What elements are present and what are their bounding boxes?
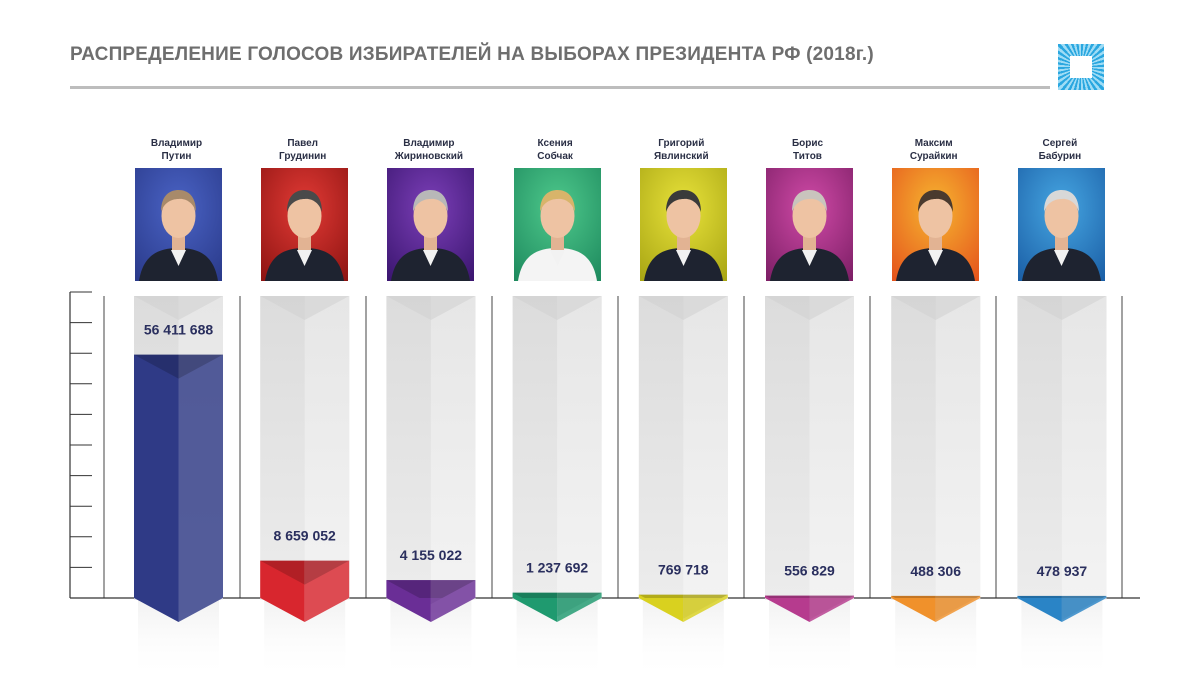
column-track-cap	[765, 296, 854, 320]
bar	[134, 354, 179, 598]
portrait-grudinin-icon	[261, 168, 349, 281]
bar	[386, 580, 431, 598]
bar-right-face	[557, 592, 602, 598]
bar-arrow-left	[638, 598, 684, 622]
candidate-name: Максим Сурайкин	[879, 137, 989, 163]
column-track-highlight	[557, 296, 602, 600]
candidate-name: Владимир Путин	[122, 137, 232, 163]
column-track-cap	[386, 296, 476, 320]
candidate-name: Владимир Жириновский	[374, 137, 484, 163]
bar-arrow-right	[430, 598, 476, 622]
column-track-cap	[512, 296, 602, 320]
bar	[638, 594, 684, 598]
value-label: 4 155 022	[400, 547, 462, 563]
bar-arrow-right	[935, 598, 981, 622]
portrait-titov-icon	[766, 168, 853, 281]
column-track-highlight	[809, 296, 854, 600]
candidate-first-name: Максим	[914, 138, 953, 149]
portrait-zhirinovsky-icon	[387, 168, 475, 281]
candidate-first-name: Григорий	[658, 138, 705, 149]
column-track-highlight	[683, 296, 728, 600]
candidate-first-name: Владимир	[403, 138, 455, 149]
bar-arrow-left	[891, 598, 936, 622]
bar-arrow-left	[386, 598, 431, 622]
bar-right-face	[1061, 595, 1107, 598]
candidate-name: Ксения Собчак	[500, 137, 610, 163]
column-track-highlight	[935, 296, 981, 600]
candidate-first-name: Владимир	[150, 138, 203, 149]
candidate-name: Борис Титов	[753, 137, 863, 163]
bar-arrow-right	[304, 598, 350, 622]
candidate-name: Григорий Явлинский	[626, 137, 736, 163]
portrait-suraykin-icon	[892, 168, 980, 281]
column-track-cap	[260, 296, 350, 320]
bar-right-face	[430, 580, 476, 598]
candidate-first-name: Ксения	[537, 138, 573, 149]
value-label: 56 411 688	[144, 322, 214, 338]
bar	[512, 592, 558, 598]
column-track-cap	[134, 296, 223, 320]
value-label: 488 306	[910, 563, 961, 579]
portrait-yavlinsky-icon	[639, 168, 727, 281]
bar-arrow-right	[1061, 598, 1107, 622]
bar-arrow-left	[134, 598, 179, 622]
column-track-cap	[1017, 296, 1107, 320]
bar-arrow-right	[178, 598, 223, 622]
candidate-name: Павел Грудинин	[248, 137, 358, 163]
bar-arrow-left	[765, 598, 810, 622]
portrait-putin-icon	[135, 168, 222, 281]
bar-right-face	[935, 595, 981, 598]
value-label: 478 937	[1037, 563, 1088, 579]
candidate-name: Сергей Бабурин	[1005, 137, 1115, 163]
title-divider	[70, 86, 1050, 89]
bar-top-notch	[260, 560, 350, 585]
candidate-last-name: Собчак	[537, 151, 573, 162]
chart-title: РАСПРЕДЕЛЕНИЕ ГОЛОСОВ ИЗБИРАТЕЛЕЙ НА ВЫБ…	[70, 44, 874, 65]
bar	[891, 595, 936, 598]
bar-arrow-left	[260, 598, 305, 622]
portrait-sobchak-icon	[513, 168, 601, 281]
candidate-last-name: Сурайкин	[909, 151, 958, 162]
candidate-first-name: Сергей	[1042, 138, 1078, 149]
bar-right-face	[809, 595, 854, 598]
column-track-cap	[891, 296, 981, 320]
bar	[1017, 595, 1062, 598]
value-label: 769 718	[658, 562, 709, 578]
column-track-highlight	[304, 296, 350, 600]
value-label: 1 237 692	[526, 560, 588, 576]
bar	[260, 560, 305, 598]
column-track-highlight	[430, 296, 476, 600]
bar-arrow-right	[683, 598, 728, 622]
bar-top-notch	[134, 354, 223, 379]
value-label: 556 829	[784, 563, 835, 579]
candidate-last-name: Явлинский	[653, 151, 709, 162]
candidate-last-name: Жириновский	[394, 151, 464, 162]
column-track-cap	[638, 296, 728, 320]
value-label: 8 659 052	[274, 528, 336, 544]
bar	[765, 595, 810, 598]
square-burst-logo-icon	[1058, 44, 1104, 90]
candidate-last-name: Бабурин	[1038, 151, 1082, 162]
bar-arrow-left	[1017, 598, 1062, 622]
candidate-first-name: Борис	[791, 138, 824, 149]
candidate-last-name: Титов	[793, 151, 822, 162]
candidate-last-name: Путин	[161, 151, 192, 162]
bar-right-face	[178, 354, 223, 598]
bar-arrow-left	[512, 598, 558, 622]
candidate-first-name: Павел	[287, 138, 319, 149]
column-track-highlight	[1061, 296, 1107, 600]
bar-arrow-right	[809, 598, 854, 622]
bar-arrow-right	[557, 598, 602, 622]
candidate-last-name: Грудинин	[279, 151, 327, 162]
bar-top-notch	[386, 580, 476, 605]
bar-right-face	[304, 560, 350, 598]
bar-right-face	[683, 594, 728, 598]
portrait-baburin-icon	[1018, 168, 1106, 281]
